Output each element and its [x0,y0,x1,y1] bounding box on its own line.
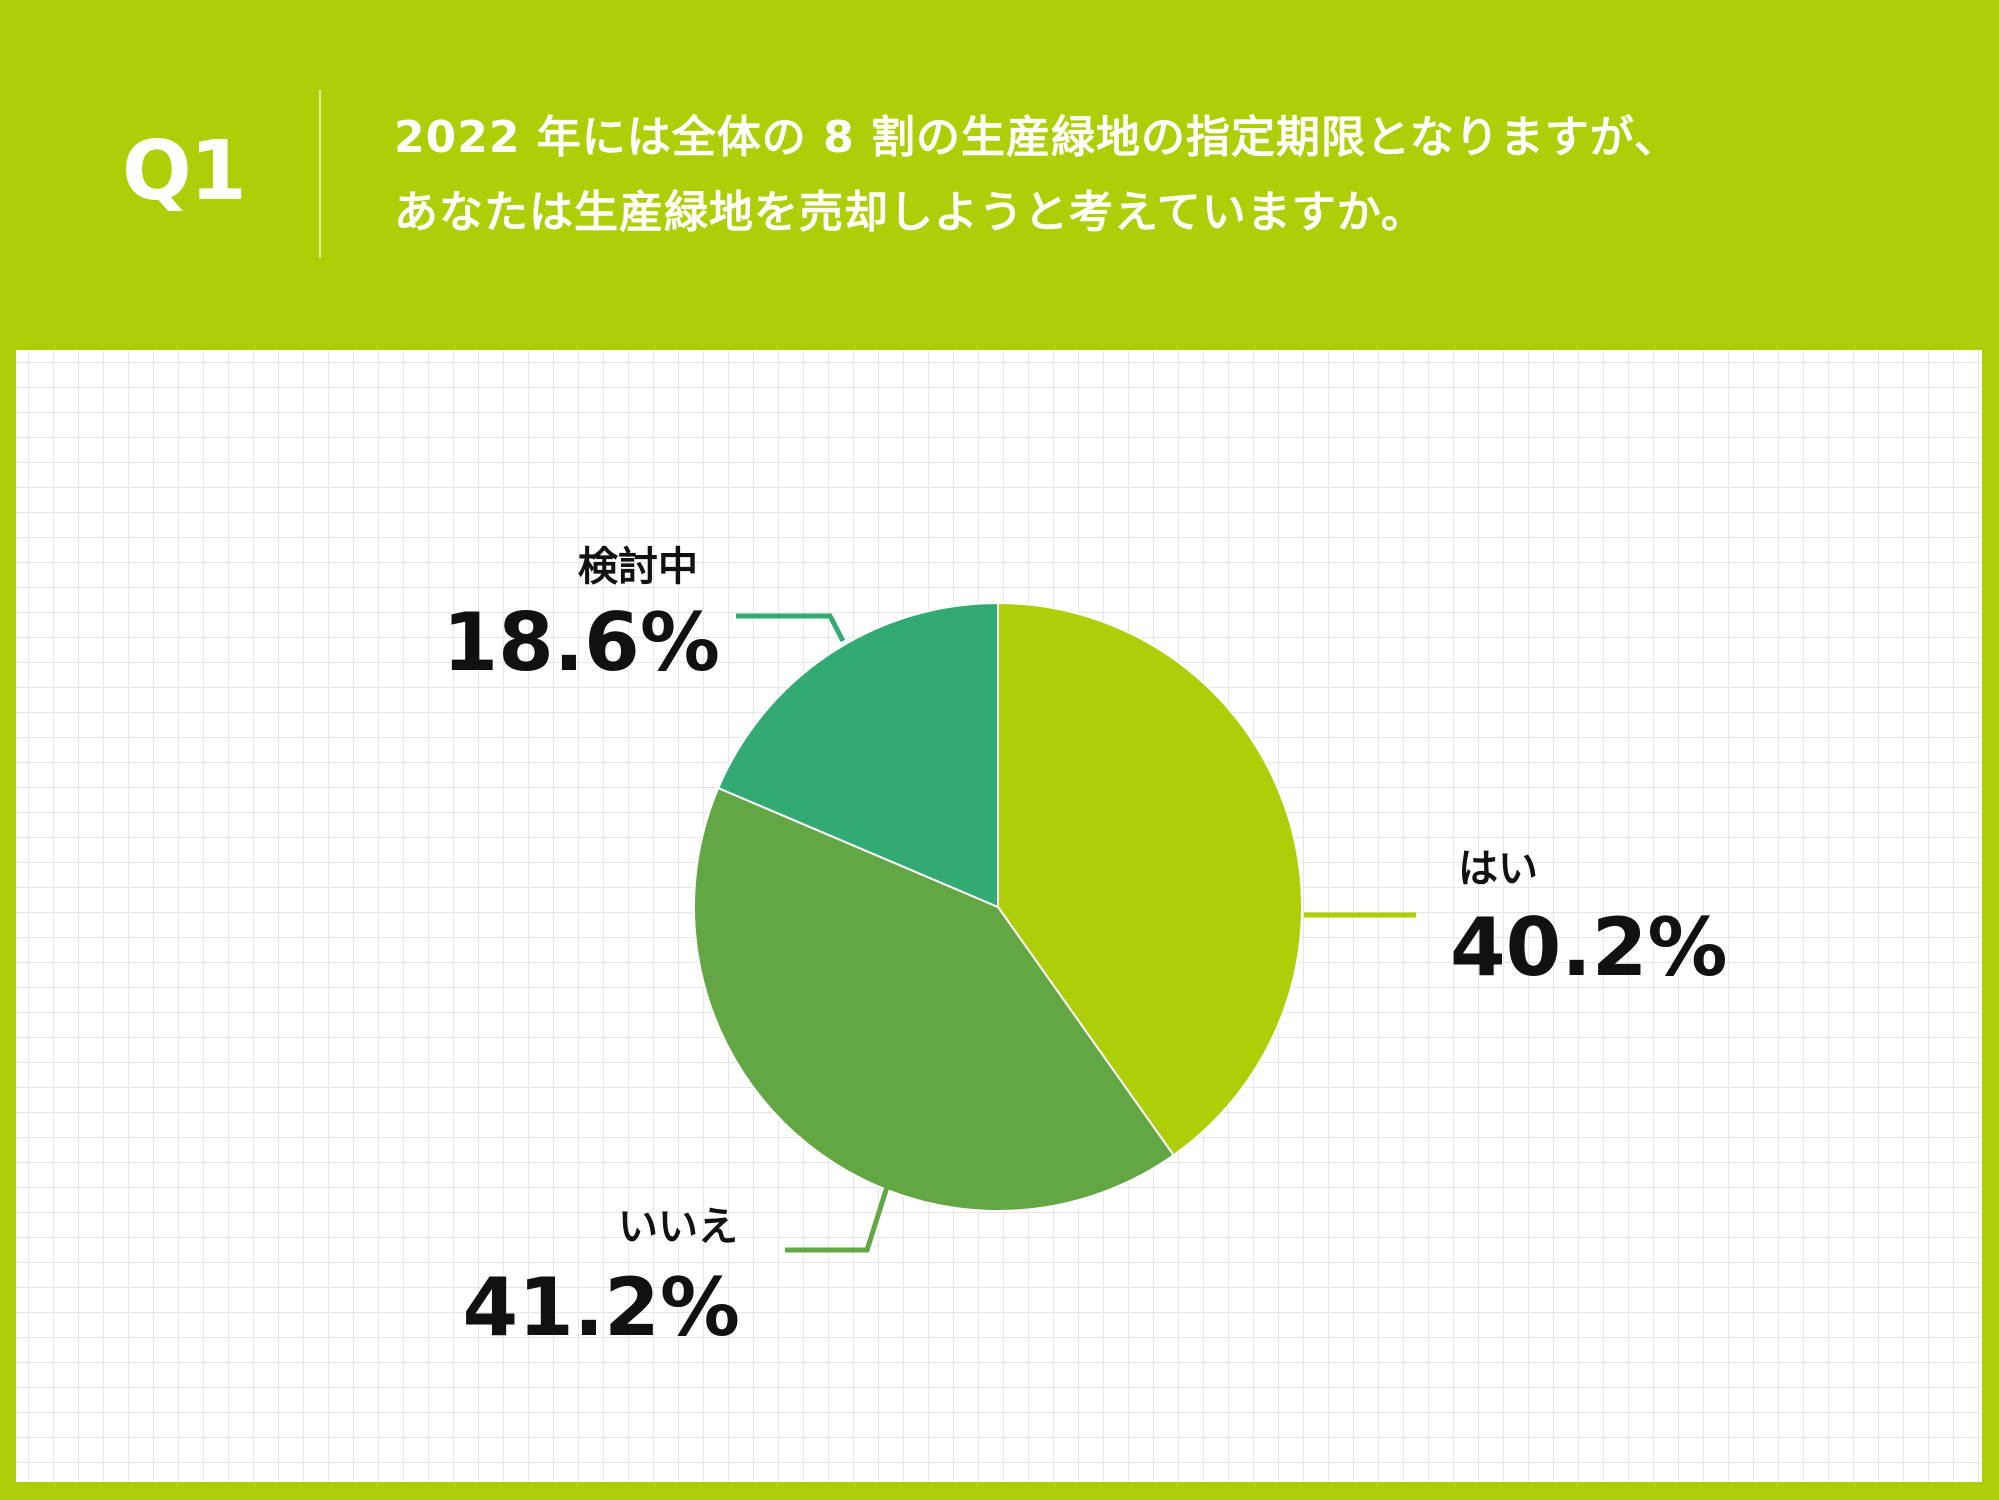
pie-slice [997,601,1304,1157]
question-header: Q1 2022 年には全体の 8 割の生産緑地の指定期限となりますが、 あなたは… [0,0,1999,350]
question-line-1: 2022 年には全体の 8 割の生産緑地の指定期限となりますが、 [394,112,1679,163]
slice-name-label: 検討中 [578,544,698,590]
question-text: 2022 年には全体の 8 割の生産緑地の指定期限となりますが、 あなたは生産緑… [394,100,1954,250]
slice-value-label: 18.6% [442,596,720,689]
slice-value-label: 40.2% [1450,901,1728,994]
leader-line [736,613,846,643]
pie-slice [716,601,999,909]
question-number: Q1 [122,124,247,219]
slice-name-label: はい [1458,846,1538,892]
question-line-2: あなたは生産緑地を売却しようと考えていますか。 [394,187,1426,238]
slice-value-label: 41.2% [462,1261,740,1354]
slice-name-label: いいえ [618,1204,738,1250]
pie-slice [693,786,1175,1212]
leader-line [785,1186,890,1253]
header-divider [319,90,321,258]
